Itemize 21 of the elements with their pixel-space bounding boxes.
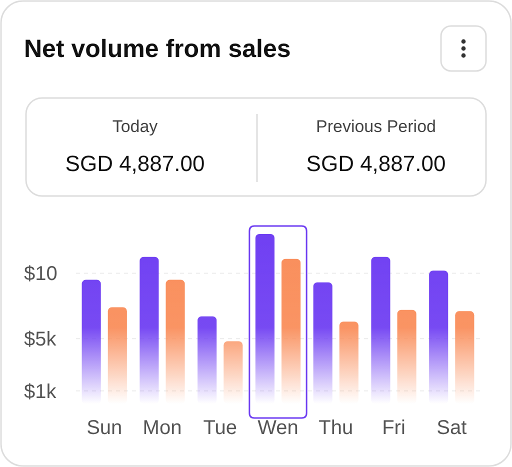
bar (82, 280, 101, 404)
x-tick-label: Thu (318, 417, 354, 439)
chart-title: Net volume from sales (24, 35, 291, 63)
text: Previous Period (316, 117, 436, 136)
x-tick-label: Sun (86, 417, 122, 439)
x-tick-label: Wen (258, 417, 298, 439)
text: Today (112, 117, 158, 136)
x-tick-label: Mon (142, 417, 182, 439)
y-tick-label: $1k (24, 380, 58, 403)
x-tick-label: Sat (436, 417, 468, 439)
bar (198, 316, 217, 404)
y-tick-label: $10 (24, 263, 58, 286)
bar (313, 282, 332, 404)
text: SGD 4,887.00 (306, 151, 446, 176)
x-tick-label: Fri (382, 417, 406, 439)
bar (371, 256, 390, 404)
bar (140, 256, 159, 404)
y-tick-label: $5k (24, 328, 58, 351)
text: SGD 4,887.00 (65, 151, 205, 176)
bar (429, 270, 448, 404)
x-tick-label: Tue (203, 417, 237, 439)
